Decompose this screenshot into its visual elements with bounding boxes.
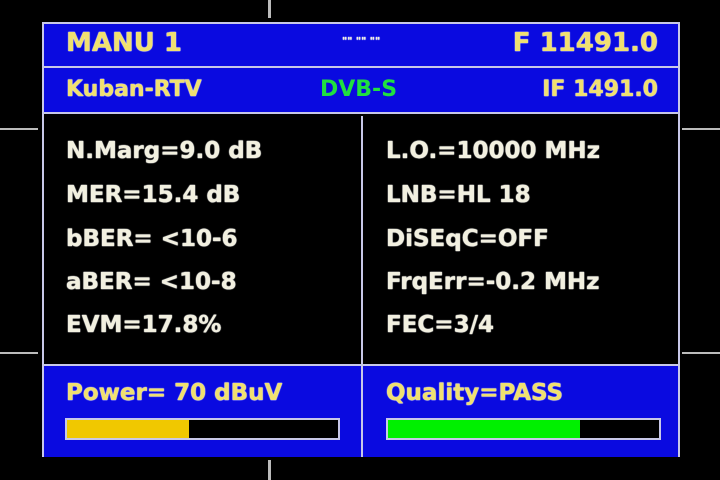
- level-panel: Power= 70 dBuV Quality=PASS: [44, 364, 678, 457]
- standard-label: DVB-S: [320, 77, 398, 102]
- aber: aBER= <10-8: [66, 269, 237, 295]
- frequency-error: FrqErr=-0.2 MHz: [386, 269, 600, 295]
- channel-name: Kuban-RTV: [66, 77, 202, 102]
- crosshair-mark: [0, 352, 38, 354]
- quality-bar: [386, 418, 661, 440]
- mer: MER=15.4 dB: [66, 182, 241, 208]
- lnb: LNB=HL 18: [386, 182, 531, 208]
- crosshair-mark: [682, 128, 720, 130]
- crosshair-mark: [682, 352, 720, 354]
- header-row: MANU 1 "" "" "" F 11491.0: [44, 24, 678, 68]
- crosshair-mark: [0, 128, 38, 130]
- noise-margin: N.Marg=9.0 dB: [66, 138, 263, 164]
- subheader-row: Kuban-RTV DVB-S IF 1491.0: [44, 68, 678, 114]
- power-label: Power= 70 dBuV: [66, 380, 283, 406]
- quality-label: Quality=PASS: [386, 380, 564, 406]
- if-frequency: IF 1491.0: [542, 77, 658, 102]
- evm: EVM=17.8%: [66, 312, 222, 338]
- divider: [361, 116, 363, 364]
- bber: bBER= <10-6: [66, 226, 238, 252]
- frequency-label: F 11491.0: [512, 28, 658, 58]
- mode-label: MANU 1: [66, 28, 183, 58]
- power-bar-fill: [67, 420, 189, 438]
- quality-bar-fill: [388, 420, 581, 438]
- crosshair-mark: [268, 0, 271, 18]
- crosshair-mark: [268, 460, 271, 480]
- lo-frequency: L.O.=10000 MHz: [386, 138, 600, 164]
- status-indicator: "" "" "": [342, 36, 381, 47]
- diseqc: DiSEqC=OFF: [386, 226, 549, 252]
- power-bar: [65, 418, 340, 440]
- meter-screen: MANU 1 "" "" "" F 11491.0 Kuban-RTV DVB-…: [42, 22, 680, 457]
- fec: FEC=3/4: [386, 312, 494, 338]
